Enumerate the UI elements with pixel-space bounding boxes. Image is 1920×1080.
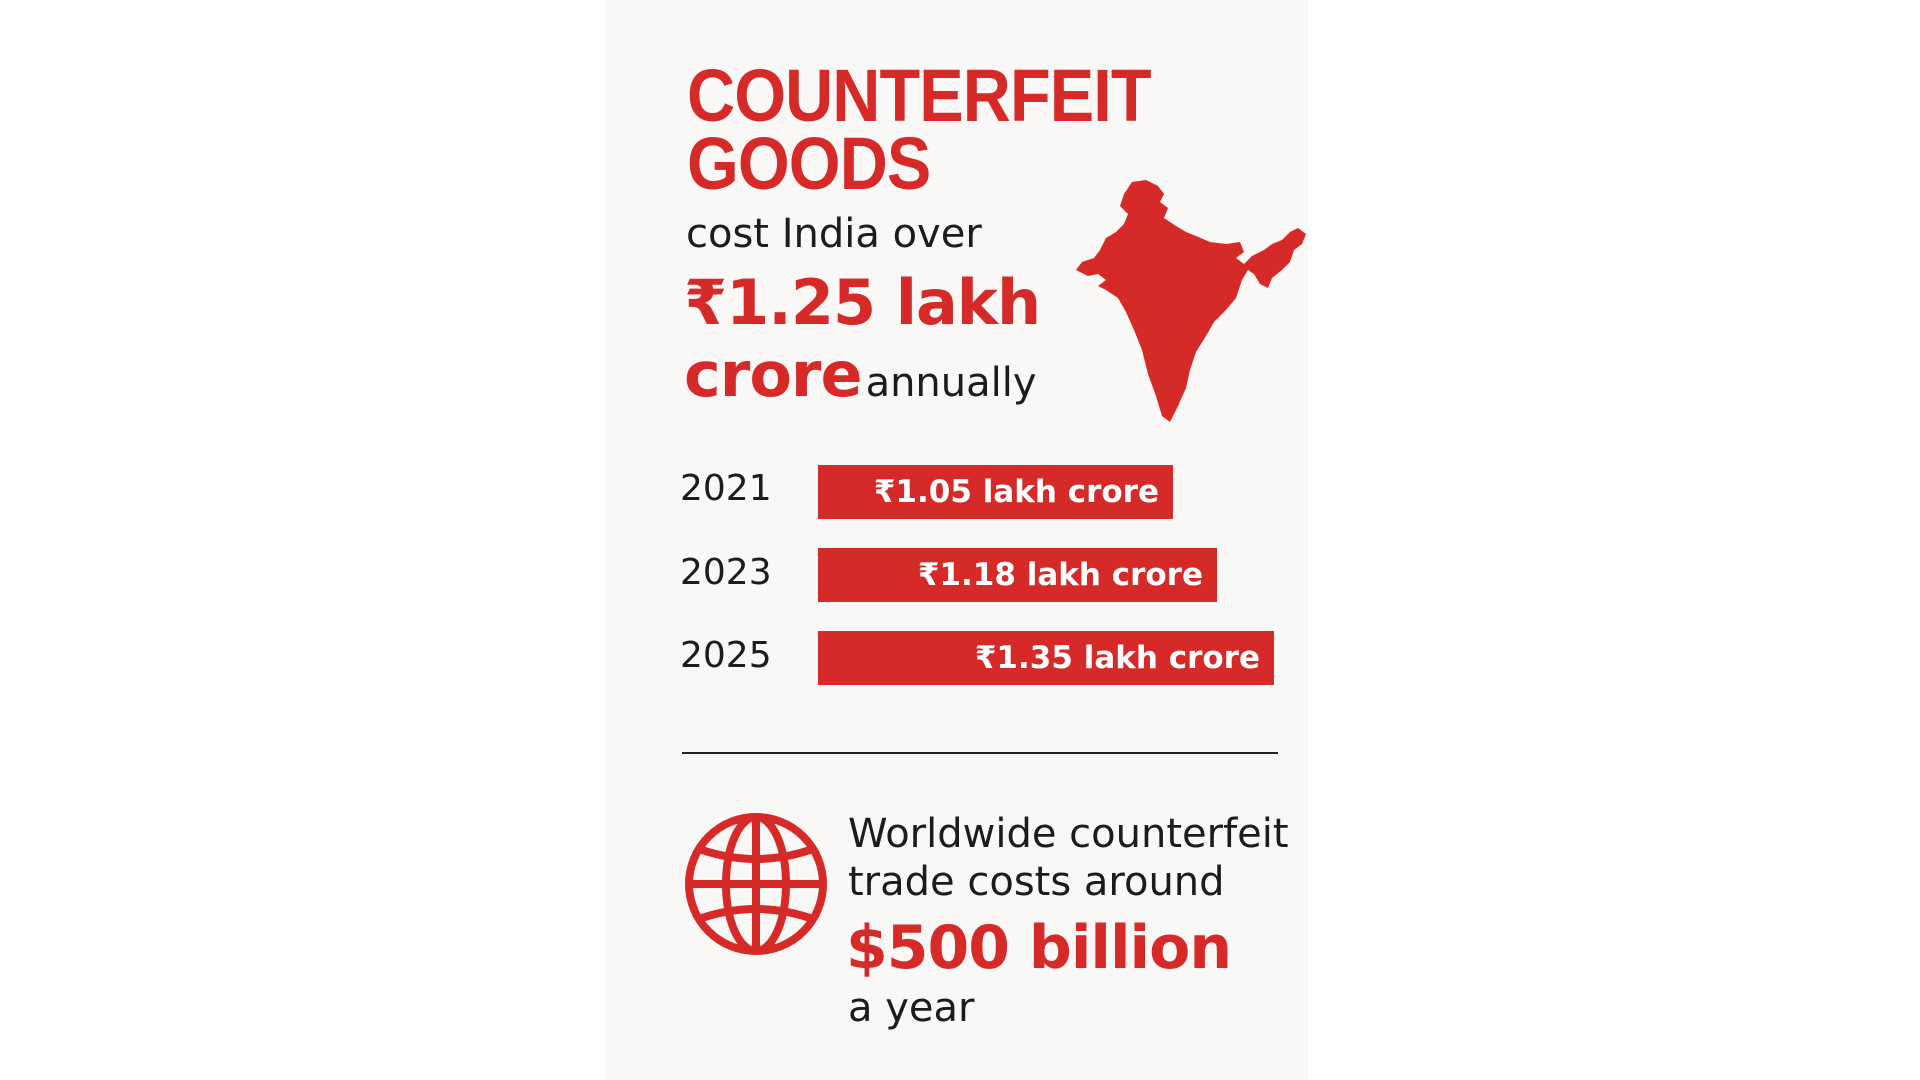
- globe-icon: [685, 813, 827, 955]
- india-map-icon: [1076, 180, 1306, 422]
- title-line-2: GOODS: [687, 122, 931, 205]
- headline-amount-line-2: crore: [684, 338, 863, 411]
- section-divider: [682, 752, 1278, 754]
- title-line-1: COUNTERFEIT: [687, 54, 1152, 137]
- bar-data-label: ₹1.05 lakh crore: [873, 474, 1159, 510]
- bar: ₹1.18 lakh crore: [818, 548, 1217, 602]
- bar: ₹1.05 lakh crore: [818, 465, 1173, 519]
- worldwide-text: Worldwide counterfeit trade costs around: [848, 810, 1289, 906]
- worldwide-line-1: Worldwide counterfeit: [848, 811, 1289, 857]
- bar-category-label: 2023: [680, 552, 772, 593]
- headline-amount-line-1: ₹1.25 lakh: [684, 266, 1041, 339]
- subtitle: cost India over: [686, 211, 982, 257]
- bar-category-label: 2025: [680, 635, 772, 676]
- headline-suffix: annually: [865, 360, 1037, 406]
- bar-data-label: ₹1.18 lakh crore: [917, 557, 1203, 593]
- bar-data-label: ₹1.35 lakh crore: [974, 640, 1260, 676]
- headline-amount-line-2-wrap: crore annually: [684, 340, 1037, 410]
- worldwide-line-2: trade costs around: [848, 859, 1225, 905]
- worldwide-suffix: a year: [848, 985, 975, 1031]
- infographic-title: COUNTERFEIT GOODS: [687, 54, 1152, 205]
- bar: ₹1.35 lakh crore: [818, 631, 1274, 685]
- worldwide-amount: $500 billion: [846, 913, 1232, 983]
- bar-category-label: 2021: [680, 468, 772, 509]
